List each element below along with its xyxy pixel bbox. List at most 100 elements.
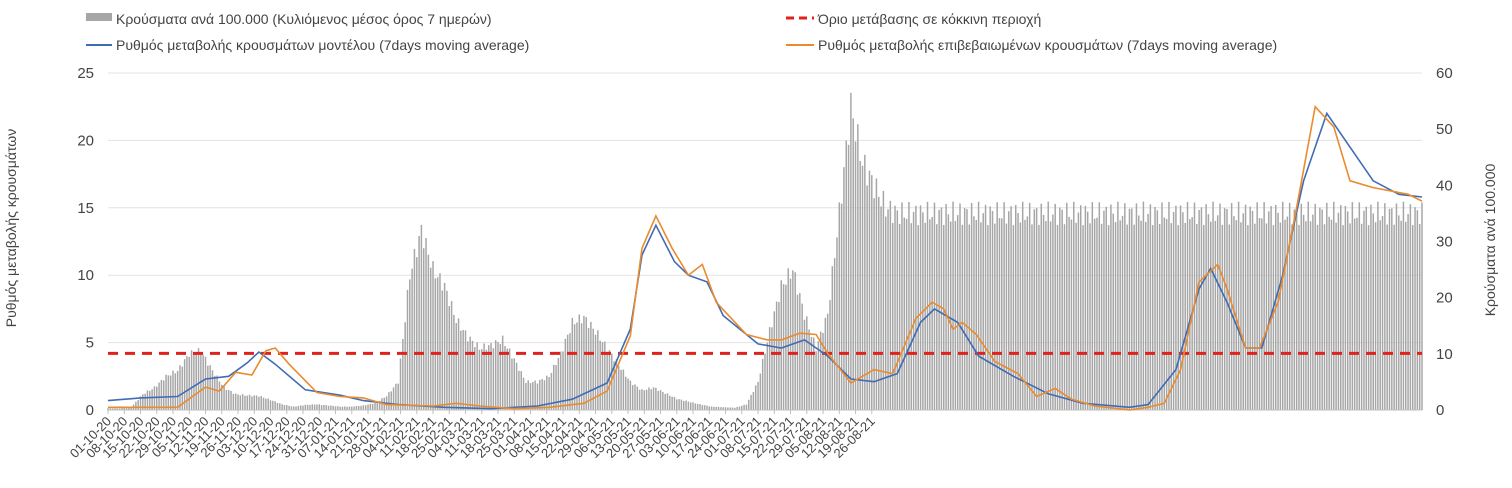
case-bar: [722, 407, 724, 410]
case-bar: [337, 406, 339, 410]
case-bar: [446, 290, 448, 410]
case-bar: [671, 396, 673, 410]
case-bar: [868, 170, 871, 410]
case-bar: [573, 324, 576, 410]
case-bar: [945, 204, 947, 410]
case-bar: [773, 311, 776, 410]
case-bar: [151, 389, 153, 410]
case-bar: [309, 404, 311, 410]
case-bar: [1214, 220, 1217, 410]
right-y-tick-label: 40: [1436, 177, 1453, 194]
case-bar: [724, 407, 727, 410]
case-bar: [1270, 206, 1272, 410]
case-bar: [836, 237, 838, 410]
case-bar: [186, 356, 188, 410]
case-bar: [181, 366, 184, 410]
case-bar: [564, 338, 567, 410]
case-bar: [1008, 211, 1010, 410]
case-bar: [232, 393, 235, 410]
legend-label-model: Ρυθμός μεταβολής κρουσμάτων μοντέλου (7d…: [116, 37, 529, 53]
case-bar: [884, 216, 887, 410]
case-bar: [817, 341, 820, 410]
case-bar: [550, 372, 553, 410]
left-y-tick-label: 15: [77, 200, 94, 217]
case-bar: [248, 394, 251, 410]
case-bar: [297, 405, 300, 410]
case-bar: [590, 321, 592, 410]
case-bar: [761, 358, 764, 410]
case-bar: [487, 345, 490, 410]
case-bar: [738, 406, 741, 410]
case-bar: [1388, 208, 1391, 410]
case-bar: [130, 407, 132, 410]
case-bar: [940, 207, 943, 410]
case-bar: [587, 328, 590, 410]
case-bar: [1384, 203, 1386, 410]
case-bar: [1314, 203, 1316, 410]
case-bar: [973, 216, 975, 410]
legend-label-threshold: Όριο μετάβασης σε κόκκινη περιοχή: [817, 11, 1041, 27]
case-bar: [351, 406, 353, 410]
case-bar: [1165, 218, 1168, 410]
case-bar: [615, 359, 618, 410]
case-bar: [467, 341, 469, 410]
case-bar: [1377, 201, 1379, 410]
case-bar: [107, 408, 109, 410]
case-bar: [172, 370, 174, 410]
case-bar: [1372, 213, 1374, 410]
right-y-axis-title: Κρούσματα ανά 100.000: [1482, 164, 1498, 317]
case-bar: [1279, 222, 1282, 410]
case-bar: [1398, 215, 1400, 410]
case-bar: [1075, 222, 1077, 410]
case-bar: [1370, 204, 1372, 410]
case-bar: [534, 380, 536, 410]
case-bar: [202, 354, 204, 410]
case-bar: [891, 222, 894, 410]
case-bar: [1014, 204, 1017, 410]
case-bar: [952, 201, 954, 410]
case-bar: [1105, 206, 1108, 410]
left-y-tick-label: 0: [86, 402, 94, 419]
case-bar: [306, 404, 309, 410]
case-bar: [527, 380, 529, 410]
case-bar: [116, 408, 119, 410]
case-bar: [355, 405, 358, 410]
case-bar: [241, 394, 244, 410]
case-bar: [1421, 202, 1423, 410]
case-bar: [378, 400, 381, 410]
legend-label-confirmed: Ρυθμός μεταβολής επιβεβαιωμένων κρουσμάτ…: [818, 37, 1277, 53]
case-bar: [699, 404, 701, 410]
case-bar: [1272, 225, 1275, 410]
case-bar: [121, 407, 123, 410]
case-bar: [504, 345, 506, 410]
case-bar: [910, 223, 913, 410]
case-bar: [539, 379, 541, 410]
case-bar: [1128, 208, 1131, 410]
case-bar: [1175, 205, 1177, 410]
case-bar: [1010, 206, 1012, 410]
case-bar: [1346, 211, 1349, 410]
case-bar: [657, 390, 659, 410]
case-bar: [1277, 212, 1279, 410]
case-bar: [158, 382, 160, 410]
case-bar: [1407, 214, 1409, 410]
case-bar: [1386, 224, 1388, 410]
case-bar: [320, 405, 323, 410]
case-bar: [183, 359, 186, 410]
case-bar: [692, 402, 694, 410]
case-bar: [1112, 213, 1114, 410]
case-bar: [1026, 216, 1029, 410]
case-bar: [441, 290, 444, 410]
case-bar: [627, 378, 629, 410]
left-y-tick-label: 20: [77, 132, 94, 149]
case-bar: [943, 224, 945, 410]
case-bar: [476, 342, 478, 410]
case-bar: [313, 404, 316, 410]
case-bar: [1298, 224, 1300, 410]
case-bar: [901, 202, 903, 410]
case-bar: [1247, 225, 1249, 410]
case-bar: [190, 350, 193, 410]
case-bar: [1242, 213, 1244, 410]
case-bar: [1040, 203, 1043, 410]
case-bar: [474, 347, 476, 410]
